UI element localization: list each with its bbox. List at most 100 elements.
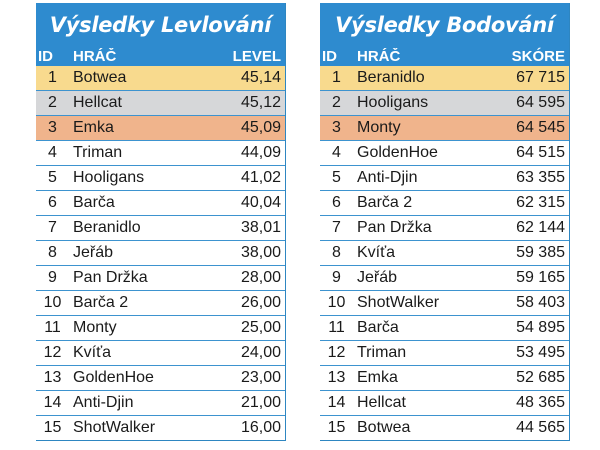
rank-cell: 3 (48, 119, 57, 136)
player-name-cell: ShotWalker (73, 419, 156, 436)
table-row: 7 Pan Držka 62 144 (320, 216, 569, 241)
scoring-rows: 1 Beranidlo 67 715 2 Hooligans 64 595 3 Monty 64… (320, 66, 569, 440)
player-name-cell: Jeřáb (357, 269, 398, 286)
column-header-player: HRÁČ (73, 48, 117, 65)
table-row: 12 Kvíťa 24,00 (36, 341, 285, 366)
value-cell: 52 685 (516, 369, 565, 386)
value-cell: 44 565 (516, 419, 565, 436)
player-name-cell: Hellcat (73, 94, 122, 111)
rank-cell: 15 (43, 419, 62, 436)
value-cell: 53 495 (516, 344, 565, 361)
rank-cell: 1 (48, 69, 57, 86)
rank-cell: 4 (332, 144, 341, 161)
table-row: 3 Monty 64 545 (320, 116, 569, 141)
table-row: 4 Triman 44,09 (36, 141, 285, 166)
value-cell: 21,00 (240, 394, 281, 411)
value-cell: 64 545 (516, 119, 565, 136)
table-row: 14 Anti-Djin 21,00 (36, 391, 285, 416)
leveling-header-row: ID HRÁČ LEVEL (36, 48, 285, 66)
rank-cell: 3 (332, 119, 341, 136)
rank-cell: 4 (48, 144, 57, 161)
value-cell: 64 595 (516, 94, 565, 111)
table-row: 13 Emka 52 685 (320, 366, 569, 391)
rank-cell: 8 (48, 244, 57, 261)
table-row: 8 Kvíťa 59 385 (320, 241, 569, 266)
leveling-rows: 1 Botwea 45,14 2 Hellcat 45,12 3 Emka 45,09 4 Trim… (36, 66, 285, 440)
table-row: 15 ShotWalker 16,00 (36, 416, 285, 440)
column-header-level: LEVEL (232, 48, 281, 65)
table-row: 11 Barča 54 895 (320, 316, 569, 341)
rank-cell: 11 (44, 319, 61, 336)
player-name-cell: Anti-Djin (73, 394, 134, 411)
rank-cell: 7 (48, 219, 57, 236)
player-name-cell: Hooligans (357, 94, 429, 111)
table-row: 6 Barča 40,04 (36, 191, 285, 216)
table-row: 15 Botwea 44 565 (320, 416, 569, 440)
rank-cell: 9 (48, 269, 57, 286)
value-cell: 62 315 (516, 194, 565, 211)
table-row: 7 Beranidlo 38,01 (36, 216, 285, 241)
player-name-cell: Beranidlo (357, 69, 425, 86)
rank-cell: 12 (43, 344, 62, 361)
column-header-player: HRÁČ (357, 48, 401, 65)
player-name-cell: GoldenHoe (73, 369, 154, 386)
player-name-cell: Barča 2 (357, 194, 413, 211)
player-name-cell: Botwea (73, 69, 127, 86)
table-row: 2 Hellcat 45,12 (36, 91, 285, 116)
value-cell: 63 355 (516, 169, 565, 186)
table-row: 5 Anti-Djin 63 355 (320, 166, 569, 191)
table-row: 8 Jeřáb 38,00 (36, 241, 285, 266)
table-row: 10 Barča 2 26,00 (36, 291, 285, 316)
rank-cell: 10 (43, 294, 62, 311)
value-cell: 38,01 (240, 219, 281, 236)
value-cell: 45,14 (240, 69, 281, 86)
rank-cell: 2 (332, 94, 341, 111)
table-row: 11 Monty 25,00 (36, 316, 285, 341)
rank-cell: 9 (332, 269, 341, 286)
rank-cell: 12 (327, 344, 346, 361)
value-cell: 54 895 (516, 319, 565, 336)
table-row: 10 ShotWalker 58 403 (320, 291, 569, 316)
value-cell: 62 144 (516, 219, 565, 236)
value-cell: 58 403 (516, 294, 565, 311)
player-name-cell: Triman (357, 344, 407, 361)
player-name-cell: Emka (73, 119, 114, 136)
value-cell: 38,00 (240, 244, 281, 261)
value-cell: 40,04 (240, 194, 281, 211)
value-cell: 48 365 (516, 394, 565, 411)
rank-cell: 14 (43, 394, 62, 411)
column-header-score: SKÓRE (511, 48, 565, 65)
table-row: 12 Triman 53 495 (320, 341, 569, 366)
rank-cell: 5 (48, 169, 57, 186)
value-cell: 24,00 (240, 344, 281, 361)
value-cell: 59 165 (516, 269, 565, 286)
value-cell: 44,09 (240, 144, 281, 161)
value-cell: 26,00 (240, 294, 281, 311)
value-cell: 23,00 (240, 369, 281, 386)
rank-cell: 6 (48, 194, 57, 211)
player-name-cell: Monty (357, 119, 401, 136)
player-name-cell: Jeřáb (73, 244, 114, 261)
player-name-cell: Kvíťa (73, 344, 112, 361)
rank-cell: 2 (48, 94, 57, 111)
player-name-cell: Barča (357, 319, 399, 336)
player-name-cell: Pan Držka (357, 219, 432, 236)
rank-cell: 14 (327, 394, 346, 411)
rank-cell: 15 (327, 419, 346, 436)
rank-cell: 13 (43, 369, 62, 386)
rank-cell: 5 (332, 169, 341, 186)
table-row: 9 Jeřáb 59 165 (320, 266, 569, 291)
player-name-cell: Triman (73, 144, 123, 161)
column-header-id: ID (38, 48, 53, 65)
rank-cell: 10 (327, 294, 346, 311)
rank-cell: 8 (332, 244, 341, 261)
player-name-cell: GoldenHoe (357, 144, 438, 161)
table-row: 1 Beranidlo 67 715 (320, 66, 569, 91)
rank-cell: 11 (328, 319, 345, 336)
table-row: 4 GoldenHoe 64 515 (320, 141, 569, 166)
player-name-cell: Hooligans (73, 169, 145, 186)
rank-cell: 13 (327, 369, 346, 386)
table-row: 6 Barča 2 62 315 (320, 191, 569, 216)
table-row: 3 Emka 45,09 (36, 116, 285, 141)
player-name-cell: Barča 2 (73, 294, 129, 311)
